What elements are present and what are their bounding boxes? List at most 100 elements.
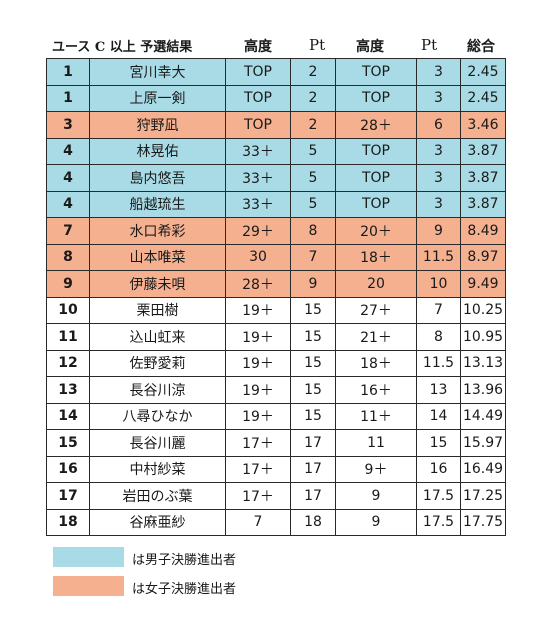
- page-title: ユース C 以上 予選結果: [52, 40, 193, 55]
- pt2-cell: 16: [416, 455, 461, 483]
- rank-cell: 7: [46, 217, 90, 245]
- total-cell: 9.49: [460, 270, 506, 298]
- height2-cell: TOP: [335, 164, 417, 192]
- height1-cell: 7: [225, 508, 291, 536]
- rank-cell: 8: [46, 243, 90, 271]
- height2-cell: 11＋: [335, 402, 417, 430]
- height2-cell: 18＋: [335, 349, 417, 377]
- pt2-cell: 3: [416, 84, 461, 112]
- rank-cell: 3: [46, 111, 90, 139]
- table-row: 9 伊藤未唄 28＋ 9 20 10 9.49: [46, 270, 506, 298]
- total-cell: 10.95: [460, 323, 506, 351]
- table-row: 11 込山虹来 19＋ 15 21＋ 8 10.95: [46, 323, 506, 351]
- height1-cell: TOP: [225, 58, 291, 86]
- height2-cell: 9＋: [335, 455, 417, 483]
- height2-cell: TOP: [335, 190, 417, 218]
- pt1-cell: 7: [290, 243, 336, 271]
- table-row: 7 水口希彩 29＋ 8 20＋ 9 8.49: [46, 217, 506, 245]
- total-cell: 13.96: [460, 376, 506, 404]
- results-table: 1 宮川幸大 TOP 2 TOP 3 2.45 1 上原一剣 TOP 2 TOP 3 2.45 3 狩野凪 TO…: [46, 58, 506, 536]
- pt1-cell: 17: [290, 455, 336, 483]
- column-header-height-1: 高度: [244, 39, 272, 55]
- rank-cell: 14: [46, 402, 90, 430]
- pt1-cell: 9: [290, 270, 336, 298]
- name-cell: 上原一剣: [89, 84, 226, 112]
- table-row: 4 船越琉生 33＋ 5 TOP 3 3.87: [46, 190, 506, 218]
- total-cell: 10.25: [460, 296, 506, 324]
- name-cell: 島内悠吾: [89, 164, 226, 192]
- height2-cell: 9: [335, 482, 417, 510]
- rank-cell: 4: [46, 137, 90, 165]
- table-row: 12 佐野愛莉 19＋ 15 18＋ 11.5 13.13: [46, 349, 506, 377]
- rank-cell: 16: [46, 455, 90, 483]
- rank-cell: 1: [46, 84, 90, 112]
- height1-cell: 17＋: [225, 482, 291, 510]
- height1-cell: 19＋: [225, 296, 291, 324]
- rank-cell: 4: [46, 190, 90, 218]
- table-row: 14 八尋ひなか 19＋ 15 11＋ 14 14.49: [46, 402, 506, 430]
- height1-cell: 33＋: [225, 190, 291, 218]
- pt2-cell: 3: [416, 137, 461, 165]
- pt1-cell: 5: [290, 190, 336, 218]
- pt1-cell: 17: [290, 482, 336, 510]
- column-header-total: 総合: [467, 39, 495, 55]
- name-cell: 伊藤未唄: [89, 270, 226, 298]
- pt2-cell: 7: [416, 296, 461, 324]
- height2-cell: TOP: [335, 137, 417, 165]
- pt1-cell: 18: [290, 508, 336, 536]
- pt2-cell: 11.5: [416, 243, 461, 271]
- pt1-cell: 15: [290, 296, 336, 324]
- name-cell: 宮川幸大: [89, 58, 226, 86]
- pt2-cell: 15: [416, 429, 461, 457]
- height1-cell: 19＋: [225, 349, 291, 377]
- height1-cell: 33＋: [225, 164, 291, 192]
- pt2-cell: 8: [416, 323, 461, 351]
- name-cell: 水口希彩: [89, 217, 226, 245]
- pt2-cell: 9: [416, 217, 461, 245]
- height1-cell: 29＋: [225, 217, 291, 245]
- name-cell: 込山虹来: [89, 323, 226, 351]
- height2-cell: 27＋: [335, 296, 417, 324]
- legend-swatch-male: [53, 547, 124, 567]
- total-cell: 3.87: [460, 137, 506, 165]
- pt1-cell: 2: [290, 111, 336, 139]
- total-cell: 15.97: [460, 429, 506, 457]
- pt2-cell: 11.5: [416, 349, 461, 377]
- name-cell: 狩野凪: [89, 111, 226, 139]
- table-row: 16 中村紗菜 17＋ 17 9＋ 16 16.49: [46, 455, 506, 483]
- rank-cell: 13: [46, 376, 90, 404]
- height1-cell: 19＋: [225, 323, 291, 351]
- height1-cell: 17＋: [225, 455, 291, 483]
- height1-cell: 30: [225, 243, 291, 271]
- legend-female: は女子決勝進出者: [53, 576, 353, 597]
- pt2-cell: 13: [416, 376, 461, 404]
- height1-cell: 19＋: [225, 402, 291, 430]
- table-row: 15 長谷川麗 17＋ 17 11 15 15.97: [46, 429, 506, 457]
- height1-cell: 33＋: [225, 137, 291, 165]
- pt1-cell: 2: [290, 84, 336, 112]
- total-cell: 8.97: [460, 243, 506, 271]
- column-header-pt-2: Pt: [421, 36, 438, 54]
- name-cell: 八尋ひなか: [89, 402, 226, 430]
- total-cell: 16.49: [460, 455, 506, 483]
- pt2-cell: 6: [416, 111, 461, 139]
- height2-cell: 9: [335, 508, 417, 536]
- total-cell: 3.87: [460, 190, 506, 218]
- table-row: 18 谷麻亜紗 7 18 9 17.5 17.75: [46, 508, 506, 536]
- height1-cell: 19＋: [225, 376, 291, 404]
- pt1-cell: 17: [290, 429, 336, 457]
- name-cell: 谷麻亜紗: [89, 508, 226, 536]
- table-row: 1 宮川幸大 TOP 2 TOP 3 2.45: [46, 58, 506, 86]
- rank-cell: 11: [46, 323, 90, 351]
- pt1-cell: 15: [290, 402, 336, 430]
- rank-cell: 4: [46, 164, 90, 192]
- total-cell: 3.46: [460, 111, 506, 139]
- table-row: 13 長谷川涼 19＋ 15 16＋ 13 13.96: [46, 376, 506, 404]
- table-row: 4 島内悠吾 33＋ 5 TOP 3 3.87: [46, 164, 506, 192]
- height1-cell: 17＋: [225, 429, 291, 457]
- height2-cell: 18＋: [335, 243, 417, 271]
- name-cell: 長谷川涼: [89, 376, 226, 404]
- legend-swatch-female: [53, 576, 124, 596]
- pt1-cell: 5: [290, 164, 336, 192]
- column-header-height-2: 高度: [356, 39, 384, 55]
